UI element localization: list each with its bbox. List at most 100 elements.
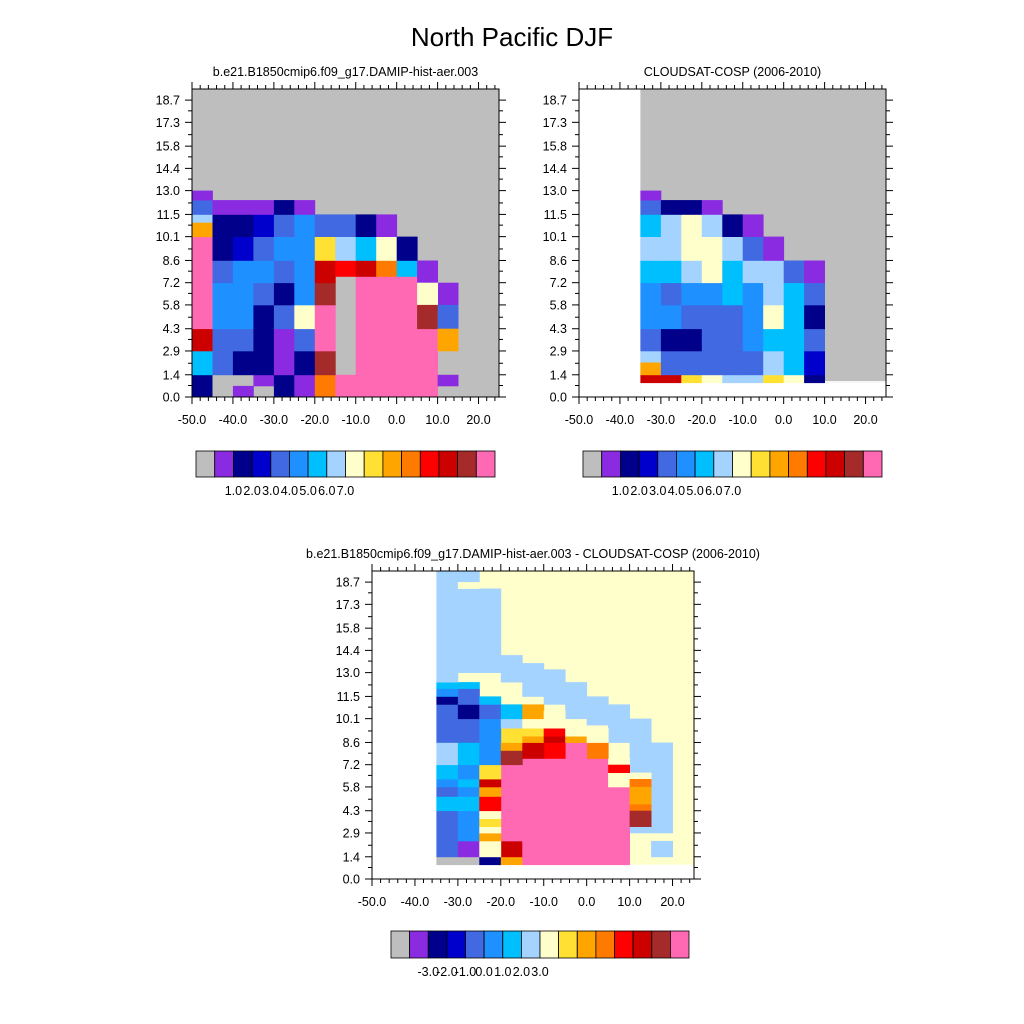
colorbar-swatch — [502, 930, 522, 959]
heatmap-cell — [651, 786, 673, 834]
heatmap-cell — [273, 236, 295, 261]
heatmap-cell — [212, 282, 254, 306]
heatmap-cell — [640, 236, 662, 261]
heatmap-cell — [294, 374, 316, 398]
colorbar-swatch — [582, 450, 603, 478]
heatmap-cell — [253, 304, 275, 330]
heatmap-cell — [565, 682, 588, 719]
heatmap-cell — [273, 282, 295, 306]
heatmap-cell — [437, 374, 459, 387]
colorbar-swatch — [670, 930, 690, 959]
colorbar-swatch — [288, 450, 309, 478]
colorbar-swatch — [806, 450, 827, 478]
heatmap-cell — [565, 742, 588, 759]
colorbar-label: 2.0 — [513, 965, 530, 979]
heatmap-cell — [212, 200, 275, 215]
x-tick-label: -40.0 — [401, 895, 430, 909]
heatmap-cell — [722, 282, 744, 306]
heatmap-cell — [273, 374, 295, 398]
colorbar-swatch — [539, 930, 560, 959]
heatmap-cell — [436, 764, 459, 780]
y-tick-label: 17.3 — [156, 116, 180, 130]
heatmap-cell — [500, 750, 523, 766]
heatmap-cell — [651, 742, 673, 788]
x-tick-label: 20.0 — [853, 413, 877, 427]
colorbar-label: 0.0 — [475, 965, 492, 979]
heatmap-cell — [457, 779, 480, 788]
y-tick-label: 14.4 — [156, 162, 180, 176]
heatmap-cell — [763, 328, 785, 352]
heatmap-cell — [763, 304, 785, 330]
colorbar-label: 1.0 — [612, 484, 629, 498]
heatmap-cell — [640, 362, 662, 376]
colorbar-swatch — [214, 450, 234, 478]
heatmap-cell — [783, 351, 805, 376]
heatmap-cell — [314, 304, 336, 330]
colorbar-swatch — [270, 450, 290, 478]
panels: b.e21.B1850cmip6.f09_g17.DAMIP-hist-aer.… — [156, 65, 893, 979]
colorbar-label: 3.0 — [262, 484, 279, 498]
heatmap-cell — [314, 214, 357, 237]
heatmap-cell — [742, 282, 764, 306]
heatmap-cell — [565, 728, 588, 737]
heatmap-cell — [608, 704, 630, 743]
heatmap-cell — [355, 260, 377, 277]
heatmap-cell — [314, 374, 336, 398]
colorbar-swatch — [657, 450, 677, 478]
heatmap-cell — [253, 236, 275, 261]
colorbar-swatch — [521, 930, 541, 959]
heatmap-cell — [437, 304, 459, 330]
heatmap-cell — [522, 704, 545, 720]
heatmap-cell — [783, 260, 805, 284]
x-tick-label: -50.0 — [358, 895, 387, 909]
heatmap-cell — [457, 742, 480, 766]
heatmap-cell — [436, 779, 459, 788]
x-tick-label: -30.0 — [260, 413, 289, 427]
plot-frame — [371, 570, 695, 880]
plot-frame — [578, 88, 887, 398]
heatmap-cell — [314, 236, 336, 261]
heatmap-cell — [436, 672, 459, 683]
heatmap-cell — [586, 742, 609, 759]
heatmap-cell — [640, 328, 662, 352]
y-tick-label: 1.4 — [163, 368, 180, 382]
x-tick-label: 10.0 — [425, 413, 449, 427]
heatmap-cell — [294, 304, 316, 330]
colorbar-swatch — [232, 450, 253, 478]
heatmap-cell — [500, 856, 523, 866]
heatmap-cell — [640, 260, 662, 284]
heatmap-cell — [804, 351, 825, 376]
x-tick-label: -40.0 — [219, 413, 248, 427]
colorbar-swatch — [694, 450, 715, 478]
heatmap-cell — [479, 648, 502, 673]
y-tick-label: 13.0 — [336, 666, 360, 680]
heatmap-cell — [640, 374, 682, 384]
heatmap-cell — [763, 374, 785, 384]
colorbar-swatch — [862, 450, 883, 478]
heatmap-cell — [660, 260, 682, 284]
heatmap-cell — [355, 214, 377, 237]
heatmap-cell — [457, 786, 480, 797]
colorbar-swatch — [483, 930, 504, 959]
heatmap-cell — [722, 304, 744, 330]
heatmap-cell — [314, 328, 336, 352]
heatmap-cell — [479, 779, 502, 788]
y-tick-label: 1.4 — [550, 368, 567, 382]
heatmap-cell — [804, 304, 825, 330]
heatmap-cell — [722, 236, 744, 261]
heatmap-cell — [586, 728, 609, 743]
heatmap-cell — [436, 796, 480, 812]
heatmap-cell — [783, 328, 805, 352]
heatmap-cell — [232, 385, 254, 398]
heatmap-cell — [500, 840, 523, 858]
heatmap-cell — [436, 718, 459, 743]
y-tick-label: 2.9 — [163, 344, 180, 358]
heatmap-cell — [335, 236, 357, 261]
colorbar-label: 6.0 — [318, 484, 335, 498]
heatmap-cell — [681, 236, 703, 261]
heatmap-cell — [436, 704, 459, 720]
heatmap-cell — [294, 236, 316, 261]
colorbar-swatch — [825, 450, 846, 478]
heatmap-cell — [660, 328, 703, 352]
heatmap-cell — [479, 704, 502, 720]
